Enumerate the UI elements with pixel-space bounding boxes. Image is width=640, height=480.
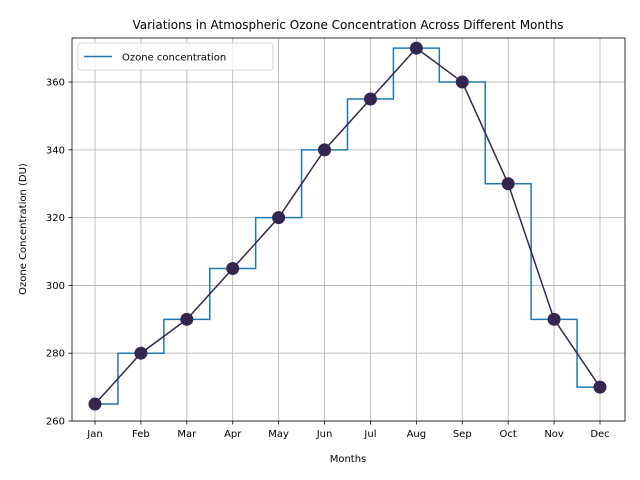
data-point [363,92,377,106]
x-tick-label: Oct [500,429,517,440]
plot-background [72,38,625,421]
y-tick-label: 300 [46,281,65,292]
x-axis: Jan Feb Mar Apr May Jun Jul Aug Sep Oct Nov Dec [86,421,610,440]
x-tick-label: Aug [407,429,427,440]
legend-label-ozone: Ozone concentration [122,53,226,64]
data-point [318,143,332,157]
legend: Ozone concentration [77,42,274,71]
x-tick-label: Jun [316,429,333,440]
data-point [180,312,194,326]
x-tick-label: Dec [590,429,609,440]
y-tick-label: 320 [46,213,65,224]
y-tick-label: 360 [46,78,65,89]
y-axis-title: Ozone Concentration (DU) [18,163,29,295]
data-point [455,75,469,89]
x-tick-label: Nov [544,429,564,440]
x-tick-label: Mar [177,429,197,440]
data-point [88,397,102,411]
data-point [409,41,423,55]
chart-title: Variations in Atmospheric Ozone Concentr… [132,18,563,32]
grid [72,38,625,422]
x-tick-label: Jul [363,429,376,440]
data-point [272,211,286,225]
x-tick-label: Feb [132,429,150,440]
x-tick-label: Jan [86,429,102,440]
y-axis: 260 280 300 320 340 360 [46,78,72,428]
y-tick-label: 280 [46,349,65,360]
x-axis-title: Months [330,454,367,465]
y-tick-label: 340 [46,145,65,156]
marker-series-line [94,47,601,405]
data-point [593,380,607,394]
x-tick-label: May [268,429,289,440]
x-tick-label: Apr [224,429,242,440]
data-point [226,261,240,275]
legend-box [77,42,274,71]
x-tick-label: Sep [453,429,472,440]
data-point [134,346,148,360]
data-point [547,312,561,326]
series-layer [88,41,607,411]
y-tick-label: 260 [46,417,65,428]
plot-area [71,37,626,422]
data-point [501,177,515,191]
plot-frame [71,37,626,422]
